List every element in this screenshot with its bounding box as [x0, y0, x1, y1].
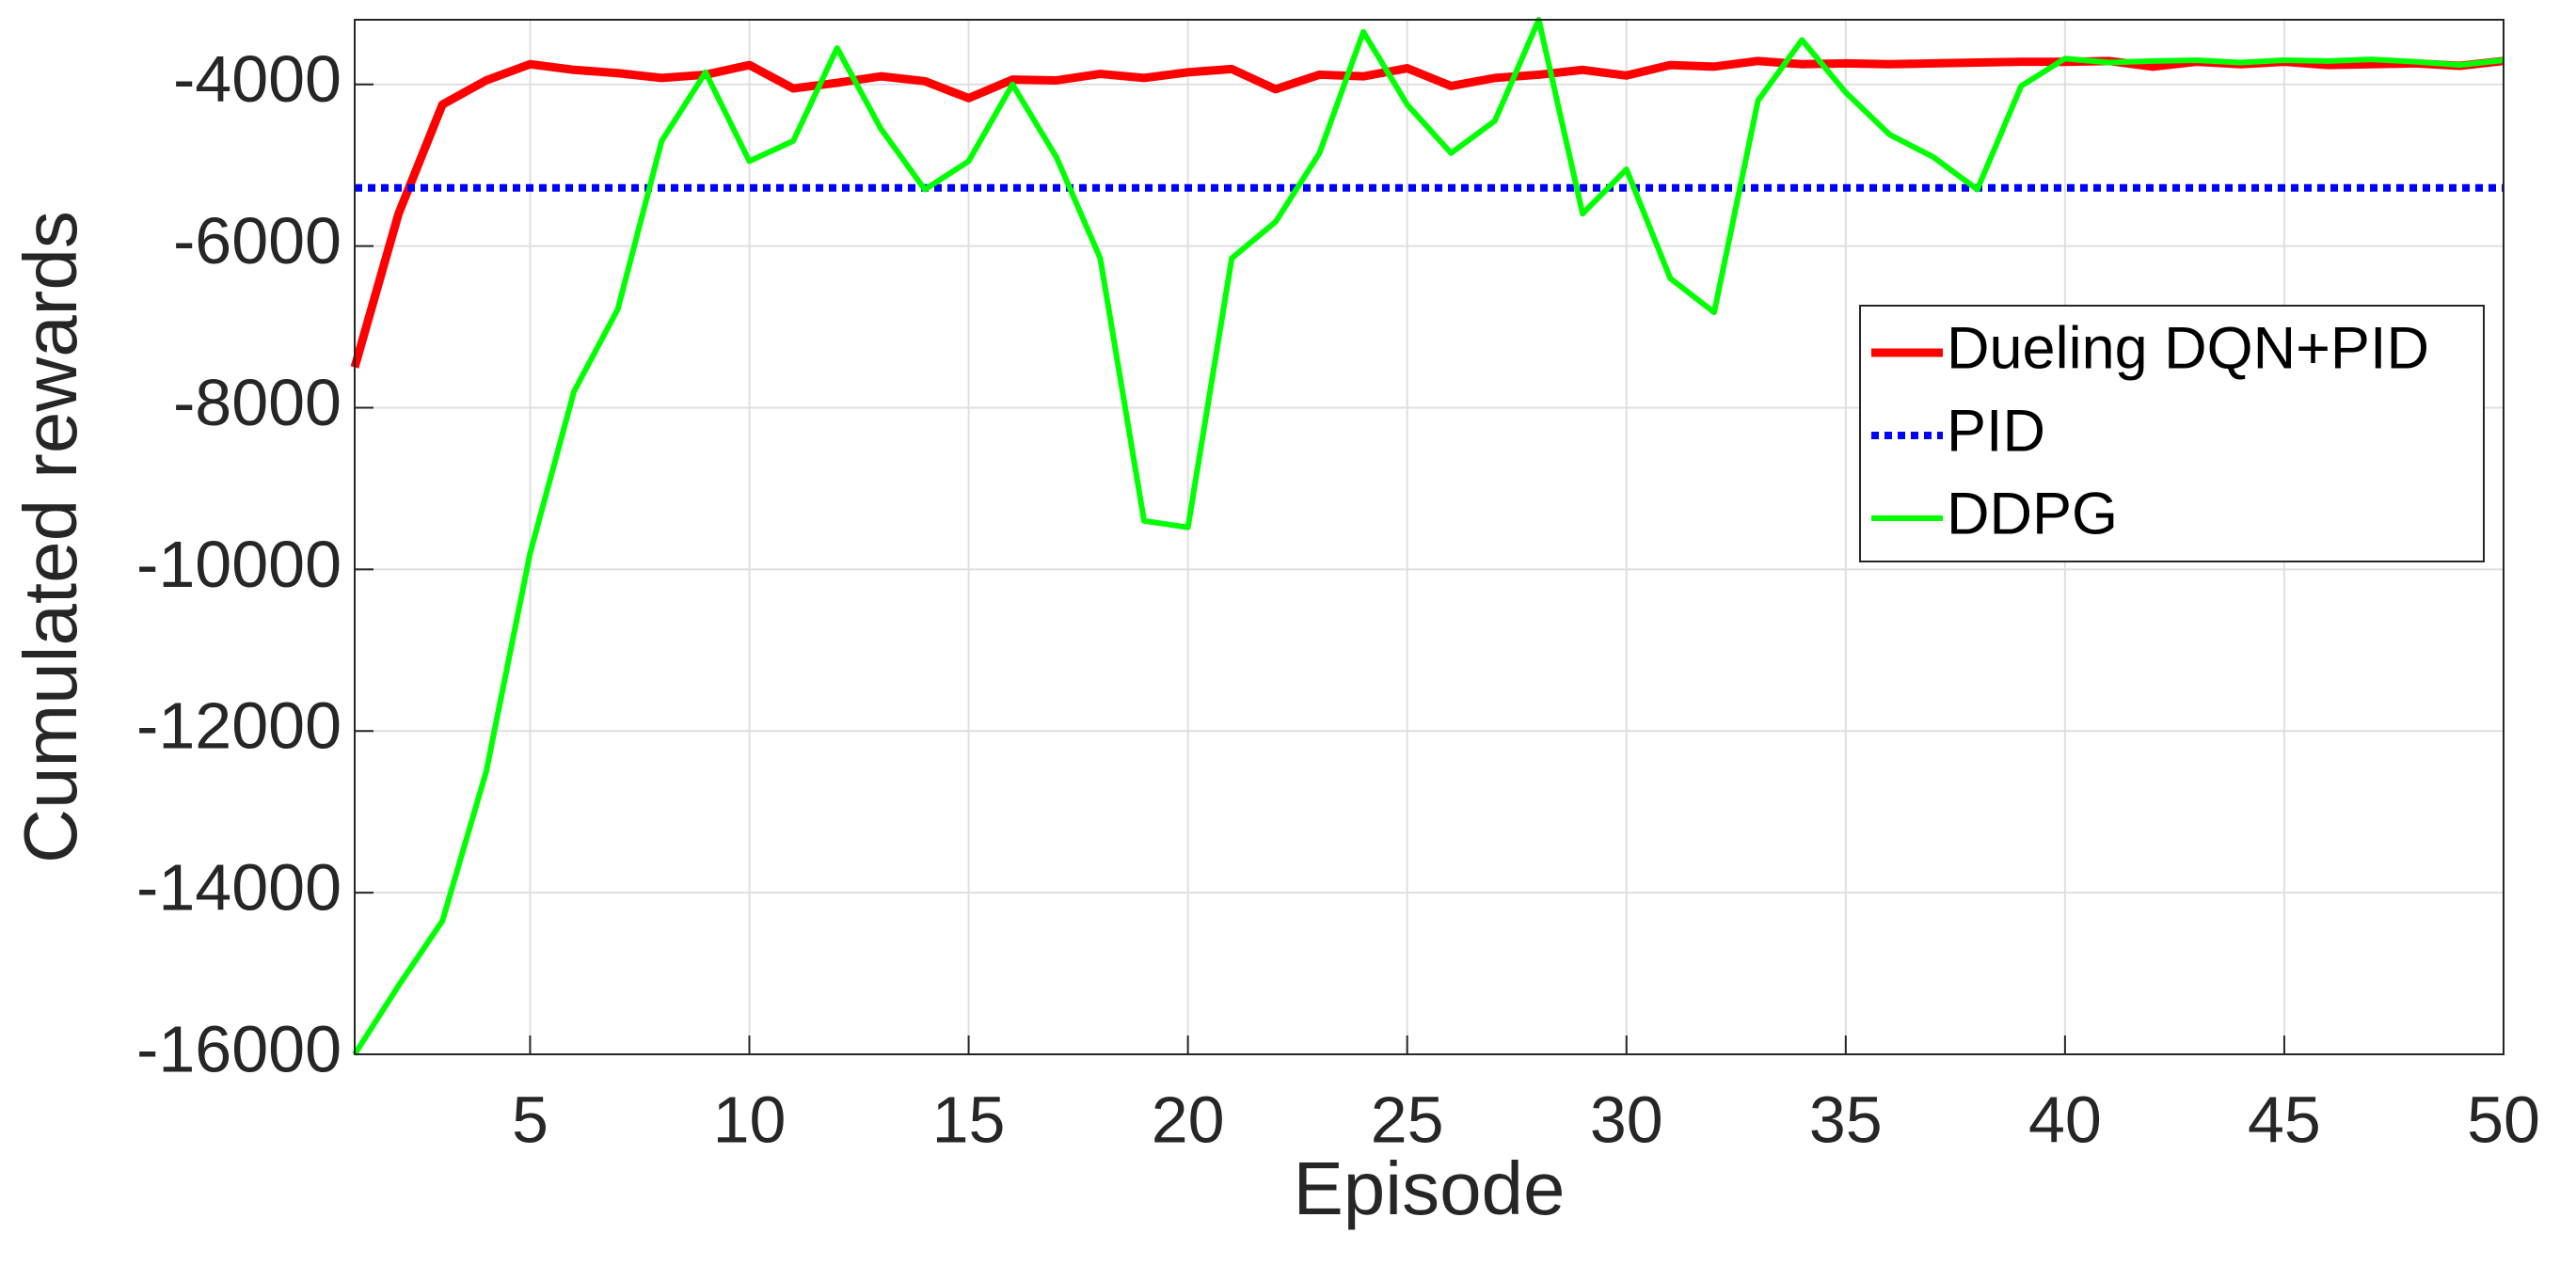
x-axis-label: Episode [1293, 1146, 1565, 1230]
x-tick-label: 10 [713, 1083, 787, 1156]
plot-frame [354, 19, 2504, 1055]
x-tick-label: 15 [932, 1083, 1006, 1156]
x-tick-label: 45 [2248, 1083, 2321, 1156]
legend-label: PID [1947, 399, 2045, 465]
y-tick-label: -14000 [136, 851, 342, 925]
x-tick-label: 50 [2467, 1083, 2540, 1156]
x-tick-label: 35 [1809, 1083, 1883, 1156]
series-line [350, 56, 2504, 369]
y-tick-label: -16000 [136, 1012, 342, 1085]
x-tick-label: 20 [1152, 1083, 1225, 1156]
y-tick-label: -10000 [136, 528, 342, 601]
legend-box [1859, 305, 2485, 562]
x-tick-label: 25 [1371, 1083, 1444, 1156]
legend-label: Dueling DQN+PID [1947, 316, 2429, 382]
y-tick-label: -6000 [173, 204, 342, 277]
y-tick-label: -8000 [173, 366, 342, 439]
y-tick-label: -12000 [136, 689, 342, 763]
x-tick-label: 40 [2028, 1083, 2102, 1156]
legend-label: DDPG [1947, 482, 2118, 547]
y-axis-label: Cumulated rewards [8, 211, 92, 863]
x-tick-label: 5 [512, 1083, 549, 1156]
y-tick-label: -4000 [173, 42, 342, 116]
series-line [352, 17, 2504, 1056]
x-tick-label: 30 [1590, 1083, 1663, 1156]
